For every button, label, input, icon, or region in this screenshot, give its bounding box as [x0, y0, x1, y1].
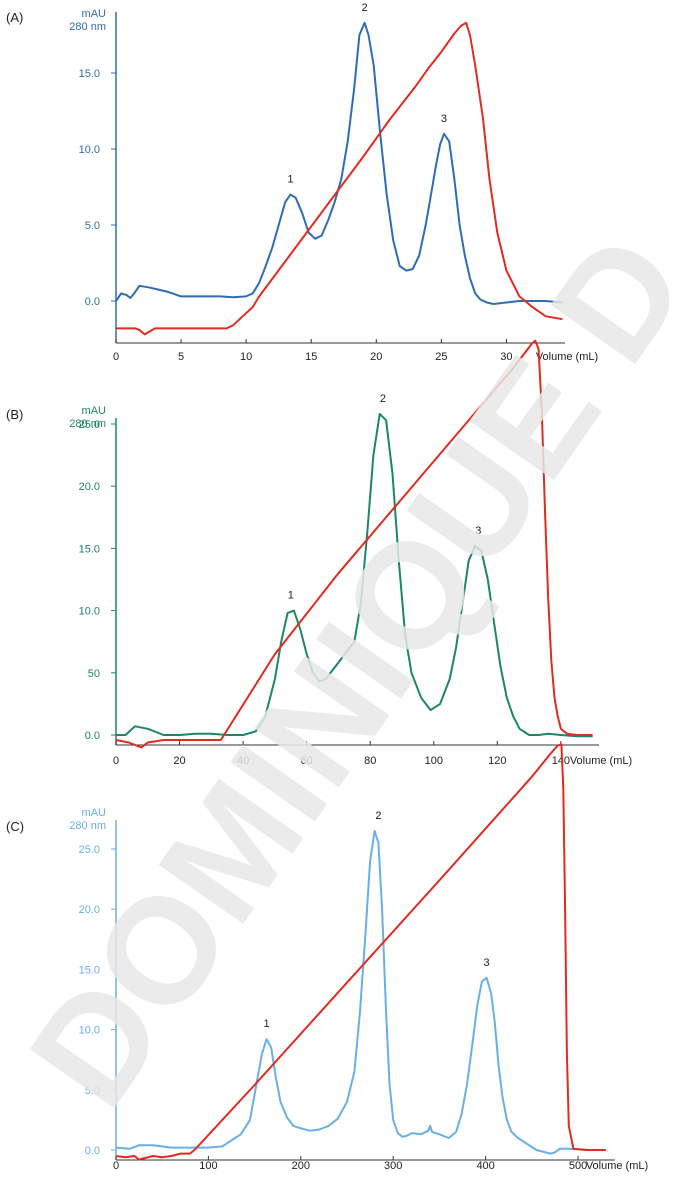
y-tick-label: 15.0: [79, 964, 100, 976]
peak-label: 2: [380, 393, 386, 405]
x-tick-label: 200: [292, 1160, 310, 1172]
y-tick-label: 5.0: [85, 220, 100, 232]
panel-label: (B): [6, 407, 23, 422]
peak-label: 3: [483, 957, 489, 969]
x-tick-label: 500: [569, 1160, 587, 1172]
y-axis-label-wavelength: 280 nm: [69, 21, 106, 33]
absorbance-trace: [116, 413, 593, 738]
x-tick-label: 100: [425, 755, 443, 767]
x-axis-label: Volume (mL): [570, 755, 632, 767]
x-tick-label: 15: [305, 351, 317, 363]
x-tick-label: 5: [178, 351, 184, 363]
x-axis-label: Volume (mL): [536, 351, 598, 363]
gradient-line: [115, 743, 606, 1161]
y-tick-label: 20.0: [79, 481, 100, 493]
y-tick-label: 15.0: [79, 68, 100, 80]
x-tick-label: 140: [552, 755, 570, 767]
x-tick-label: 10: [240, 351, 252, 363]
x-tick-label: 30: [500, 351, 512, 363]
peak-label: 2: [362, 2, 368, 14]
y-axis-label-wavelength: 280 nm: [69, 820, 106, 832]
x-tick-label: 120: [488, 755, 506, 767]
gradient-line: [115, 339, 593, 749]
x-axis-label: Volume (mL): [586, 1160, 648, 1172]
peak-label: 3: [441, 113, 447, 125]
y-axis-label-unit: mAU: [82, 807, 107, 819]
peak-label: 2: [375, 810, 381, 822]
y-tick-label: 25.0: [79, 419, 100, 431]
absorbance-trace: [115, 21, 563, 305]
y-tick-label: 50: [88, 668, 100, 680]
x-tick-label: 0: [113, 351, 119, 363]
absorbance-trace: [115, 829, 606, 1155]
y-tick-label: 10.0: [79, 606, 100, 618]
x-tick-label: 0: [113, 755, 119, 767]
y-tick-label: 10.0: [79, 1025, 100, 1037]
x-tick-label: 0: [113, 1160, 119, 1172]
y-tick-label: 5.0: [85, 1085, 100, 1097]
y-tick-label: 0.0: [85, 730, 100, 742]
y-tick-label: 0.0: [85, 1145, 100, 1157]
x-tick-label: 40: [237, 755, 249, 767]
y-axis-label-unit: mAU: [82, 8, 107, 20]
y-axis-label-wavelength: 280 nm: [69, 418, 106, 430]
y-tick-label: 20.0: [79, 904, 100, 916]
x-tick-label: 100: [199, 1160, 217, 1172]
x-tick-label: 400: [476, 1160, 494, 1172]
y-tick-label: 25.0: [79, 844, 100, 856]
panel-label: (C): [6, 819, 24, 834]
peak-label: 1: [288, 590, 294, 602]
y-tick-label: 10.0: [79, 144, 100, 156]
x-tick-label: 60: [301, 755, 313, 767]
x-tick-label: 80: [364, 755, 376, 767]
y-axis-label-unit: mAU: [82, 405, 107, 417]
peak-label: 1: [264, 1018, 270, 1030]
panel-label: (A): [6, 10, 23, 25]
y-tick-label: 0.0: [85, 296, 100, 308]
x-tick-label: 25: [435, 351, 447, 363]
y-tick-label: 15.0: [79, 543, 100, 555]
gradient-line: [116, 21, 563, 336]
x-tick-label: 300: [384, 1160, 402, 1172]
x-tick-label: 20: [173, 755, 185, 767]
peak-label: 1: [287, 174, 293, 186]
peak-label: 3: [475, 525, 481, 537]
x-tick-label: 20: [370, 351, 382, 363]
